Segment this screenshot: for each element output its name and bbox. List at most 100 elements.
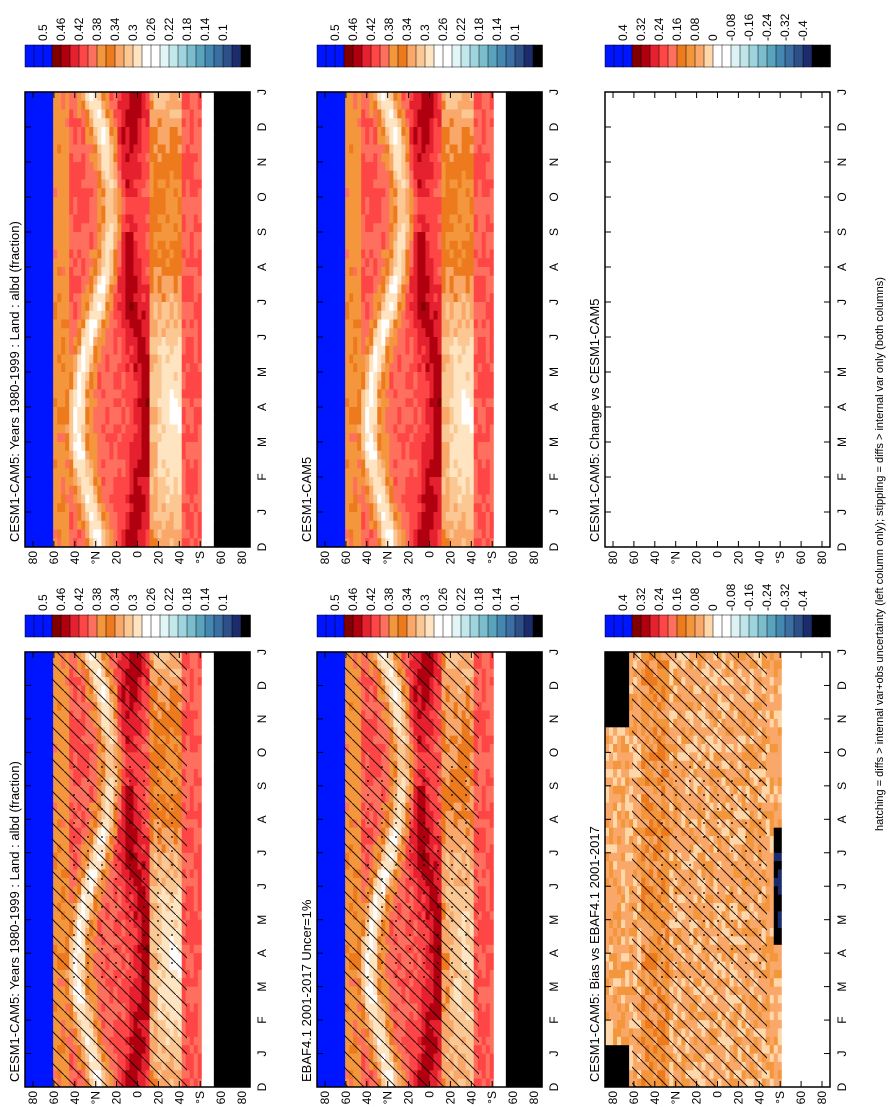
colorbar-label: 0.3: [418, 24, 432, 41]
colorbar-swatch: [361, 44, 372, 68]
colorbar-swatch: [658, 44, 669, 68]
colorbar-swatch: [159, 44, 170, 68]
x-tick-label: O: [255, 192, 269, 201]
colorbar-swatch: [379, 614, 390, 638]
colorbar-swatch: [96, 614, 107, 638]
x-tick-label: M: [547, 437, 561, 447]
x-tick-label: J: [255, 299, 269, 305]
stippling-overlay: [362, 760, 475, 979]
x-tick-label: F: [547, 1016, 561, 1023]
y-tick-label: 20: [443, 551, 457, 565]
colorbar-swatch: [748, 44, 759, 68]
x-tick-label: D: [835, 1082, 849, 1091]
rotated-page: hatching = diffs > internal var+obs unce…: [7, 13, 886, 1104]
y-tick-label: 80: [26, 551, 40, 565]
colorbar-swatch: [451, 614, 462, 638]
y-tick-label: 60: [627, 551, 641, 565]
colorbar-swatch: [613, 44, 624, 68]
colorbar-swatch: [460, 44, 471, 68]
x-tick-label: M: [255, 915, 269, 925]
colorbar-swatch: [496, 44, 507, 68]
colorbar-swatch: [388, 44, 399, 68]
colorbar-swatch: [604, 44, 615, 68]
x-tick-label: J: [255, 509, 269, 515]
colorbar-label: 0.38: [90, 17, 104, 41]
y-tick-label: °S: [485, 551, 499, 564]
y-tick-label: 20: [731, 1091, 745, 1105]
colorbar-swatch: [231, 44, 242, 68]
colorbar-swatch: [631, 44, 642, 68]
colorbar-label: -0.4: [796, 20, 810, 41]
y-tick-label: °S: [485, 1091, 499, 1104]
colorbar-swatch: [730, 44, 741, 68]
panel-title: EBAF4.1 2001-2017 Uncer=1%: [299, 899, 314, 1082]
x-tick-label: A: [835, 949, 849, 957]
colorbar-swatch: [721, 614, 732, 638]
x-tick-label: D: [255, 681, 269, 690]
x-tick-label: A: [255, 263, 269, 271]
x-tick-label: A: [255, 815, 269, 823]
colorbar-swatch: [78, 44, 89, 68]
x-tick-label: A: [835, 815, 849, 823]
colorbar-label: 0.14: [490, 17, 504, 41]
colorbar-label: -0.32: [778, 583, 792, 611]
stippling-overlay: [70, 760, 183, 979]
x-tick-label: N: [547, 715, 561, 724]
heatmap-field: [317, 651, 543, 1087]
colorbar-label: 0.3: [126, 24, 140, 41]
colorbar-label: 0.42: [72, 17, 86, 41]
colorbar-swatch: [114, 44, 125, 68]
colorbar-swatch: [334, 614, 345, 638]
colorbar-swatch: [415, 614, 426, 638]
heatmap-field: [25, 651, 251, 1087]
y-tick-label: 60: [47, 551, 61, 565]
colorbar-swatch: [42, 44, 53, 68]
colorbar-swatch: [123, 614, 134, 638]
y-tick-label: 40: [172, 1091, 186, 1105]
y-tick-label: 80: [235, 551, 249, 565]
heatmap-field: [605, 651, 831, 1087]
x-tick-label: F: [547, 473, 561, 480]
heatmap-field: [25, 91, 251, 547]
y-tick-label: 20: [731, 551, 745, 565]
colorbar-label: 0.46: [346, 587, 360, 611]
x-tick-label: N: [835, 158, 849, 167]
colorbar: 0.5 0.46 0.42 0.38 0.34 0.3 0.26 0.22 0.18 0.14 0.…: [24, 587, 251, 638]
colorbar-label: 0.38: [382, 17, 396, 41]
y-tick-label: °N: [381, 1091, 395, 1104]
x-tick-label: D: [547, 681, 561, 690]
colorbar-swatch: [60, 614, 71, 638]
colorbar-swatch: [811, 44, 822, 68]
colorbar-swatch: [820, 614, 831, 638]
colorbar-swatch: [703, 44, 714, 68]
y-tick-label: 0: [711, 1091, 725, 1098]
x-tick-label: A: [547, 949, 561, 957]
colorbar-label: 0.24: [652, 17, 666, 41]
colorbar-swatch: [487, 614, 498, 638]
colorbar-label: 0.18: [180, 587, 194, 611]
colorbar-swatch: [802, 614, 813, 638]
colorbar-swatch: [793, 614, 804, 638]
colorbar-swatch: [739, 614, 750, 638]
colorbar-swatch: [141, 614, 152, 638]
colorbar-swatch: [469, 614, 480, 638]
colorbar-swatch: [132, 44, 143, 68]
colorbar-swatch: [177, 44, 188, 68]
colorbar-swatch: [123, 44, 134, 68]
colorbar-swatch: [60, 44, 71, 68]
colorbar-swatch: [352, 614, 363, 638]
y-tick-label: 60: [214, 551, 228, 565]
colorbar-swatch: [96, 44, 107, 68]
colorbar-swatch: [784, 44, 795, 68]
y-tick-label: °N: [669, 1091, 683, 1104]
colorbar-swatch: [69, 614, 80, 638]
y-tick-label: 20: [443, 1091, 457, 1105]
x-tick-label: M: [547, 982, 561, 992]
x-tick-label: M: [255, 982, 269, 992]
y-tick-label: °S: [193, 1091, 207, 1104]
x-tick-label: O: [835, 748, 849, 757]
colorbar-swatch: [775, 44, 786, 68]
colorbar-label: 0.1: [508, 24, 522, 41]
x-tick-label: J: [255, 850, 269, 856]
colorbar-swatch: [186, 614, 197, 638]
